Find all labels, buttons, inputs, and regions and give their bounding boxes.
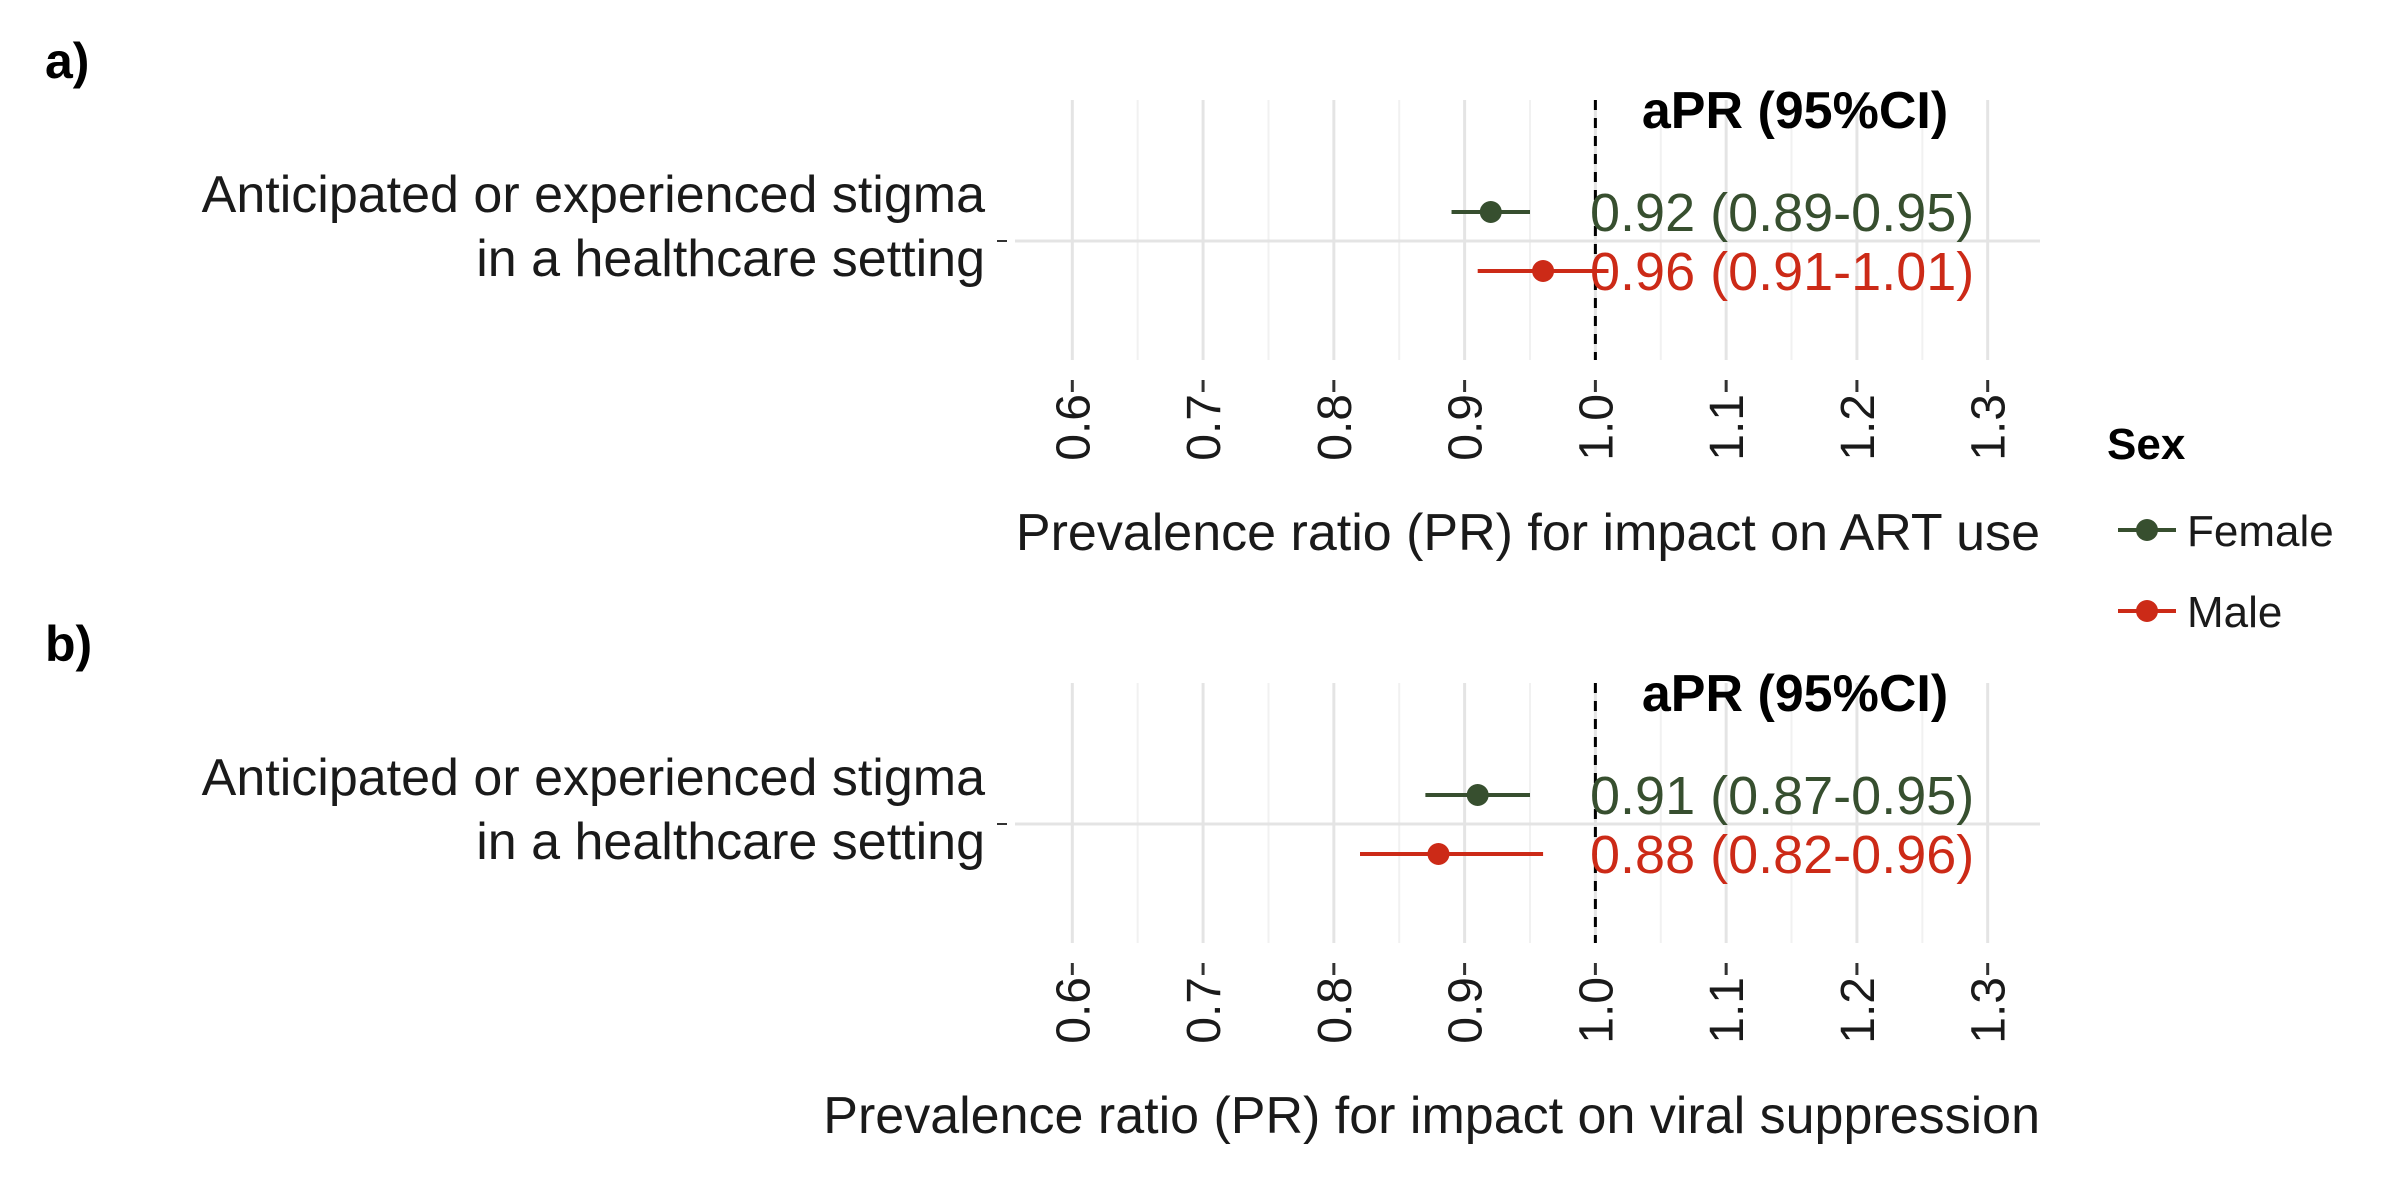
x-tick-label: 1.3 [1963,977,2016,1044]
x-tick-label: 1.2 [1832,394,1885,461]
x-tick-label: 0.6 [1047,394,1100,461]
x-tick-label: 1.3 [1963,394,2016,461]
point-estimate-female [1479,201,1502,223]
x-tick-label: 1.0 [1570,977,1623,1044]
panel-a: a) Anticipated or experienced stigma in a … [45,33,2040,562]
panel-b: b) Anticipated or experienced stigma in a … [45,616,2040,1145]
point-estimate-female [1466,784,1489,806]
x-tick-label: 0.7 [1178,394,1231,461]
category-label-line-1: Anticipated or experienced stigma [202,749,985,807]
x-tick-label: 1.1 [1701,977,1754,1044]
x-tick-label: 0.8 [1309,977,1362,1044]
estimate-column-header: aPR (95%CI) [1642,665,1948,723]
x-tick-label: 1.0 [1570,394,1623,461]
legend-label-female: Female [2187,507,2334,556]
category-label-line-1: Anticipated or experienced stigma [202,166,985,224]
x-tick-label: 1.1 [1701,394,1754,461]
x-tick-label: 0.6 [1047,977,1100,1044]
estimate-label-male: 0.88 (0.82-0.96) [1590,825,1974,885]
legend-label-male: Male [2187,588,2282,637]
x-tick-label: 0.7 [1178,977,1231,1044]
point-estimate-male [1427,843,1450,865]
estimate-label-female: 0.92 (0.89-0.95) [1590,183,1974,243]
estimate-label-male: 0.96 (0.91-1.01) [1590,242,1974,302]
category-label-line-2: in a healthcare setting [476,230,985,288]
panel-label: a) [45,33,89,89]
estimate-label-female: 0.91 (0.87-0.95) [1590,766,1974,826]
category-label-line-2: in a healthcare setting [476,813,985,871]
panel-label: b) [45,616,92,672]
point-estimate-male [1532,260,1555,282]
x-axis-label: Prevalence ratio (PR) for impact on ART … [1016,504,2040,562]
x-tick-label: 1.2 [1832,977,1885,1044]
x-tick-label: 0.9 [1440,977,1493,1044]
x-tick-label: 0.8 [1309,394,1362,461]
x-axis-label: Prevalence ratio (PR) for impact on vira… [823,1087,2040,1145]
x-tick-label: 0.9 [1440,394,1493,461]
legend-key-point-female [2136,519,2158,541]
legend-title: Sex [2107,420,2186,469]
legend-key-point-male [2136,600,2158,622]
estimate-column-header: aPR (95%CI) [1642,82,1948,140]
